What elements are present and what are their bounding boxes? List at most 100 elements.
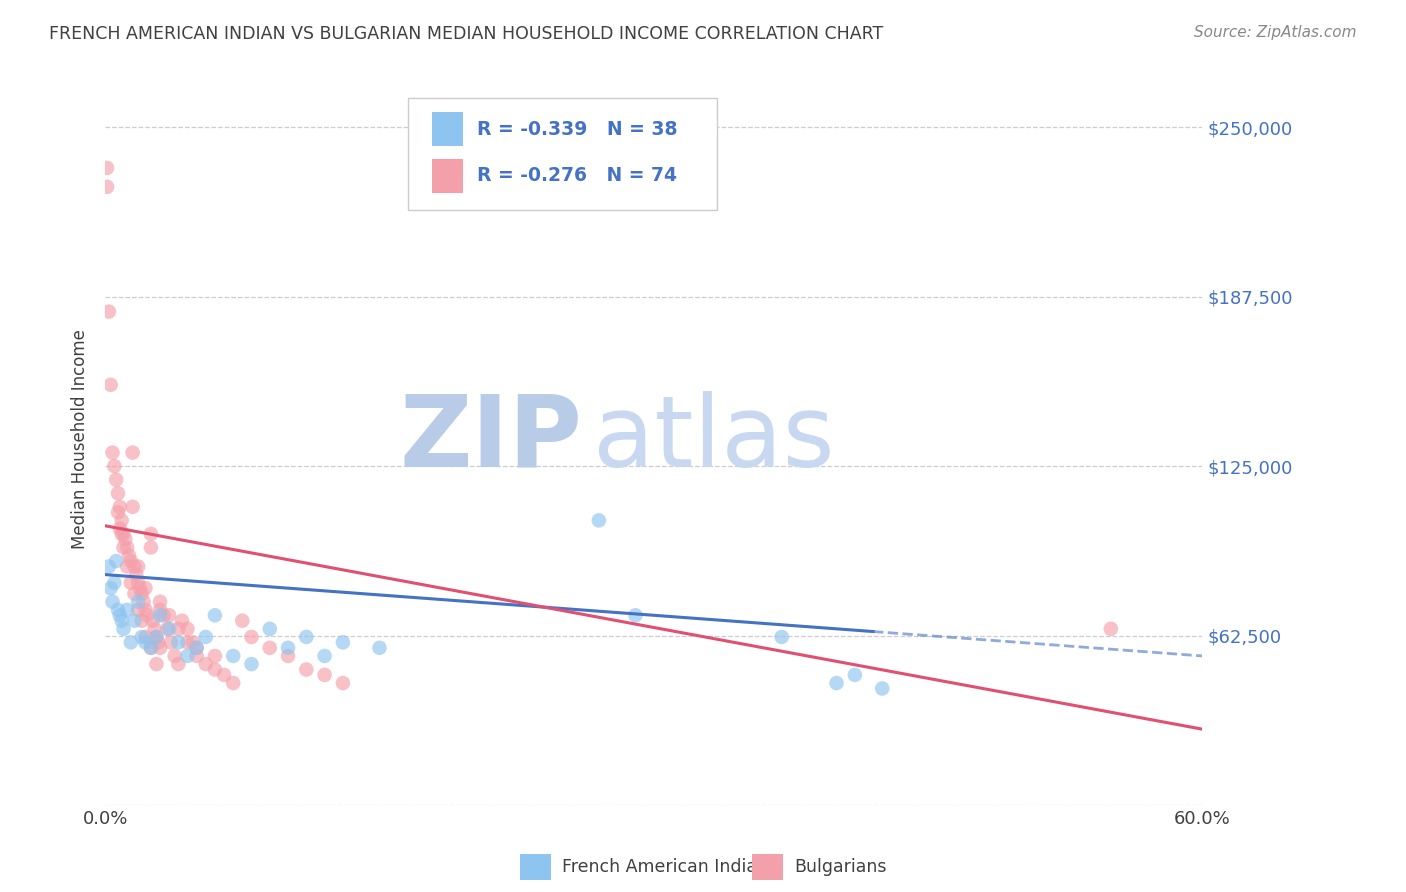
Point [149,608,172,623]
Point [134,581,156,595]
Point [103,575,125,590]
Point [131,614,153,628]
Point [127,559,149,574]
Point [149,603,172,617]
Point [112,527,135,541]
Point [332,676,354,690]
Point [145,630,167,644]
Point [114,533,136,547]
Point [314,648,336,663]
Point [186,640,208,655]
Point [231,614,253,628]
Y-axis label: Median Household Income: Median Household Income [72,329,89,549]
Point [332,635,354,649]
Point [101,595,124,609]
Point [139,527,162,541]
Point [204,663,226,677]
Text: FRENCH AMERICAN INDIAN VS BULGARIAN MEDIAN HOUSEHOLD INCOME CORRELATION CHART: FRENCH AMERICAN INDIAN VS BULGARIAN MEDI… [49,25,883,43]
Point [107,486,129,500]
Text: R = -0.339   N = 38: R = -0.339 N = 38 [477,120,678,139]
Point [121,500,143,514]
Text: Source: ZipAtlas.com: Source: ZipAtlas.com [1194,25,1357,40]
Point [181,635,204,649]
Point [212,668,235,682]
Point [115,559,138,574]
Point [107,603,129,617]
Point [124,586,146,600]
Point [259,622,281,636]
Point [96,179,118,194]
Point [108,521,131,535]
Point [204,648,226,663]
Point [127,603,149,617]
Point [176,635,198,649]
Point [124,614,146,628]
Text: ZIP: ZIP [399,391,582,488]
Point [111,527,134,541]
Point [139,541,162,555]
Point [176,648,198,663]
Point [103,459,125,474]
Point [131,630,153,644]
Point [101,445,124,459]
Point [124,559,146,574]
Point [624,608,647,623]
Point [131,586,153,600]
Text: French American Indians: French American Indians [562,858,778,876]
Point [368,640,391,655]
Point [105,473,128,487]
Point [176,622,198,636]
Point [97,559,120,574]
Point [120,575,142,590]
Point [108,500,131,514]
Point [145,630,167,644]
Point [136,608,159,623]
Point [240,657,263,671]
Point [143,622,166,636]
Point [870,681,893,696]
Point [100,377,122,392]
Point [127,575,149,590]
Point [167,622,190,636]
Point [157,608,180,623]
Point [167,635,190,649]
Point [148,635,170,649]
Point [145,657,167,671]
Point [97,304,120,318]
Point [132,595,155,609]
Text: atlas: atlas [593,391,835,488]
Point [105,554,128,568]
Text: Bulgarians: Bulgarians [794,858,887,876]
Point [134,630,156,644]
Point [163,648,186,663]
Point [107,505,129,519]
Point [111,513,134,527]
Point [588,513,610,527]
Point [118,549,141,563]
Point [149,640,172,655]
Point [100,581,122,595]
Point [111,614,134,628]
Point [825,676,848,690]
Point [125,567,148,582]
Point [222,648,245,663]
Point [127,595,149,609]
Point [139,640,162,655]
Point [115,541,138,555]
Point [160,635,183,649]
Point [142,614,165,628]
Point [844,668,866,682]
Point [194,630,217,644]
Point [157,622,180,636]
Point [295,663,318,677]
Point [295,630,318,644]
Point [204,608,226,623]
Point [139,640,162,655]
Text: R = -0.276   N = 74: R = -0.276 N = 74 [477,166,676,186]
Point [194,657,217,671]
Point [314,668,336,682]
Point [120,635,142,649]
Point [259,640,281,655]
Point [240,630,263,644]
Point [170,614,193,628]
